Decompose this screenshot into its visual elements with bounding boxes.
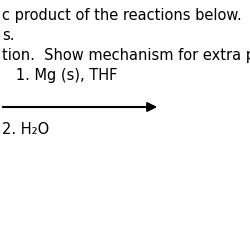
Text: c product of the reactions below.  Do n: c product of the reactions below. Do n xyxy=(2,8,250,23)
Text: s.: s. xyxy=(2,28,14,43)
Text: 2. H₂O: 2. H₂O xyxy=(2,122,49,136)
Text: tion.  Show mechanism for extra point: tion. Show mechanism for extra point xyxy=(2,48,250,63)
Text: 1. Mg (s), THF: 1. Mg (s), THF xyxy=(2,68,117,83)
